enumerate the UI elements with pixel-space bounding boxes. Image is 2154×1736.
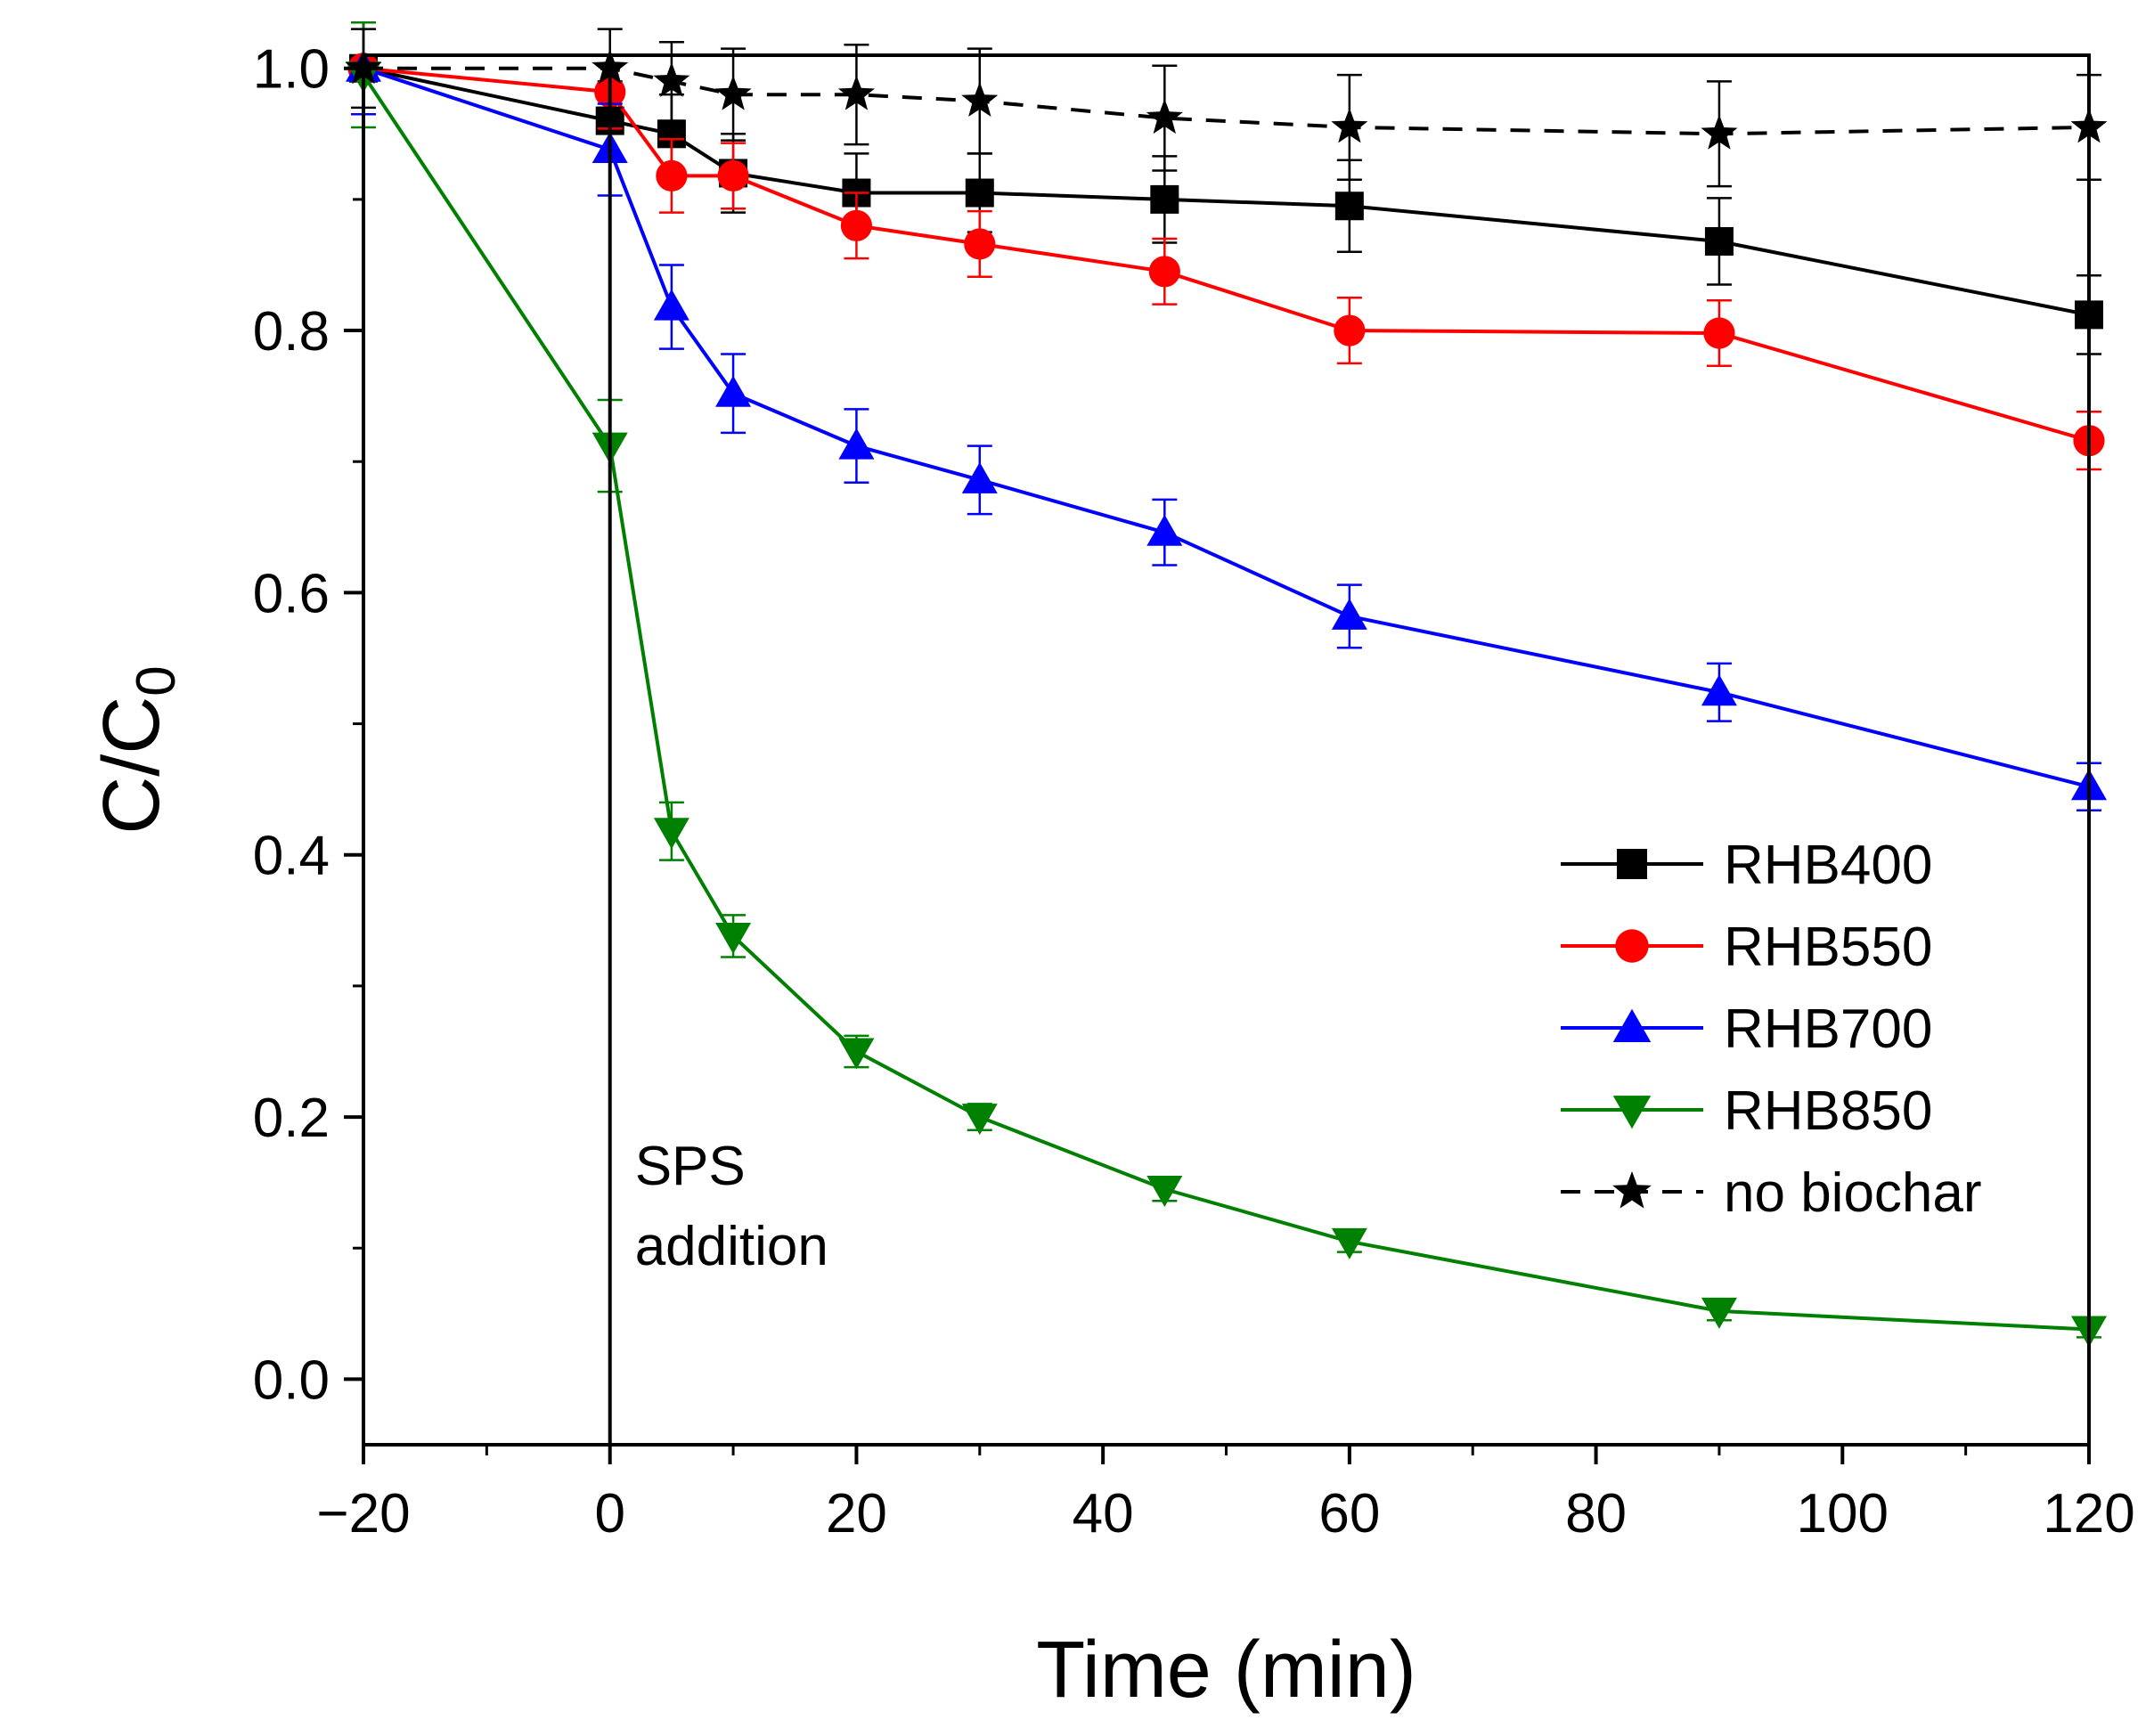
- series-line: [363, 66, 2090, 317]
- legend: RHB400 RHB550 RHB700 RHB850 no biochar: [1561, 835, 1982, 1224]
- legend-marker: [1612, 1171, 1652, 1209]
- legend-item: RHB400: [1561, 835, 1932, 896]
- x-tick-label: −20: [316, 1483, 410, 1544]
- data-point: [653, 289, 689, 321]
- data-point: [1703, 317, 1735, 349]
- x-tick-label: 40: [1073, 1483, 1134, 1544]
- data-point: [653, 61, 690, 97]
- y-ticks: 0.0 0.2 0.4 0.6 0.8 1.0: [253, 39, 363, 1411]
- data-point: [1334, 314, 1366, 346]
- data-point: [1331, 108, 1368, 143]
- x-ticks: −20 0 20 40 60 80 100 120: [316, 1445, 2135, 1544]
- x-tick-label: 80: [1565, 1483, 1627, 1544]
- legend-item: RHB700: [1561, 998, 1932, 1060]
- legend-label: RHB550: [1724, 917, 1932, 978]
- legend-label: RHB700: [1724, 998, 1932, 1060]
- data-point: [1701, 674, 1737, 706]
- data-point: [1146, 99, 1183, 134]
- legend-marker: [1612, 1096, 1652, 1129]
- data-point: [964, 228, 996, 260]
- y-axis-title: C/C0: [87, 665, 187, 834]
- data-point: [1331, 1227, 1367, 1259]
- data-point: [715, 922, 752, 954]
- x-tick-label: 0: [594, 1483, 624, 1544]
- legend-item: RHB850: [1561, 1080, 1932, 1142]
- annotation-layer: SPS addition: [608, 55, 828, 1445]
- data-point: [961, 461, 998, 493]
- data-point: [1150, 184, 1179, 214]
- y-tick-label: 1.0: [253, 39, 330, 101]
- y-tick-label: 0.0: [253, 1349, 330, 1411]
- legend-marker: [1612, 1008, 1652, 1042]
- y-tick-label: 0.4: [253, 826, 330, 887]
- x-axis-title: Time (min): [1036, 1626, 1416, 1715]
- data-point: [1701, 114, 1738, 150]
- series-line: [363, 66, 2090, 136]
- data-point: [715, 375, 752, 407]
- data-point: [714, 75, 752, 110]
- data-point: [837, 75, 875, 110]
- legend-label: RHB400: [1724, 835, 1932, 896]
- y-axis-title-subscript: 0: [126, 665, 187, 696]
- sps-annotation-line1: SPS: [635, 1136, 746, 1197]
- x-tick-label: 20: [826, 1483, 887, 1544]
- legend-marker: [1617, 849, 1647, 879]
- data-point: [840, 209, 873, 241]
- data-point: [656, 159, 688, 192]
- data-point: [961, 1104, 998, 1136]
- legend-marker: [1615, 929, 1649, 963]
- data-point: [717, 159, 749, 192]
- x-tick-label: 60: [1318, 1483, 1380, 1544]
- data-point: [1146, 514, 1183, 546]
- series-line: [363, 66, 2090, 789]
- sps-annotation-line2: addition: [635, 1216, 828, 1277]
- series-line: [363, 66, 2090, 443]
- y-tick-label: 0.6: [253, 563, 330, 624]
- legend-label: RHB850: [1724, 1080, 1932, 1142]
- data-point: [1701, 1297, 1737, 1329]
- axes-layer: −20 0 20 40 60 80 100 120 0.0 0.2 0.4 0.6 0.8 1.0: [253, 39, 2135, 1544]
- legend-item: no biochar: [1561, 1162, 1982, 1224]
- data-point: [653, 818, 689, 850]
- data-point: [1148, 256, 1180, 288]
- data-point: [1146, 1176, 1183, 1208]
- series-line: [362, 73, 2090, 1332]
- x-tick-label: 120: [2043, 1483, 2134, 1544]
- data-point: [838, 428, 875, 460]
- data-point: [961, 81, 999, 117]
- data-point: [1704, 226, 1734, 256]
- series-rhb550: [347, 20, 2105, 471]
- data-point: [1331, 598, 1367, 630]
- y-tick-label: 0.2: [253, 1088, 330, 1149]
- legend-label: no biochar: [1724, 1162, 1982, 1224]
- legend-item: RHB550: [1561, 917, 1932, 978]
- data-point: [965, 178, 994, 208]
- y-axis-title-main: C/C: [87, 697, 176, 835]
- x-tick-label: 100: [1797, 1483, 1889, 1544]
- data-point: [838, 1038, 875, 1070]
- data-point: [1334, 192, 1364, 221]
- y-tick-label: 0.8: [253, 301, 330, 363]
